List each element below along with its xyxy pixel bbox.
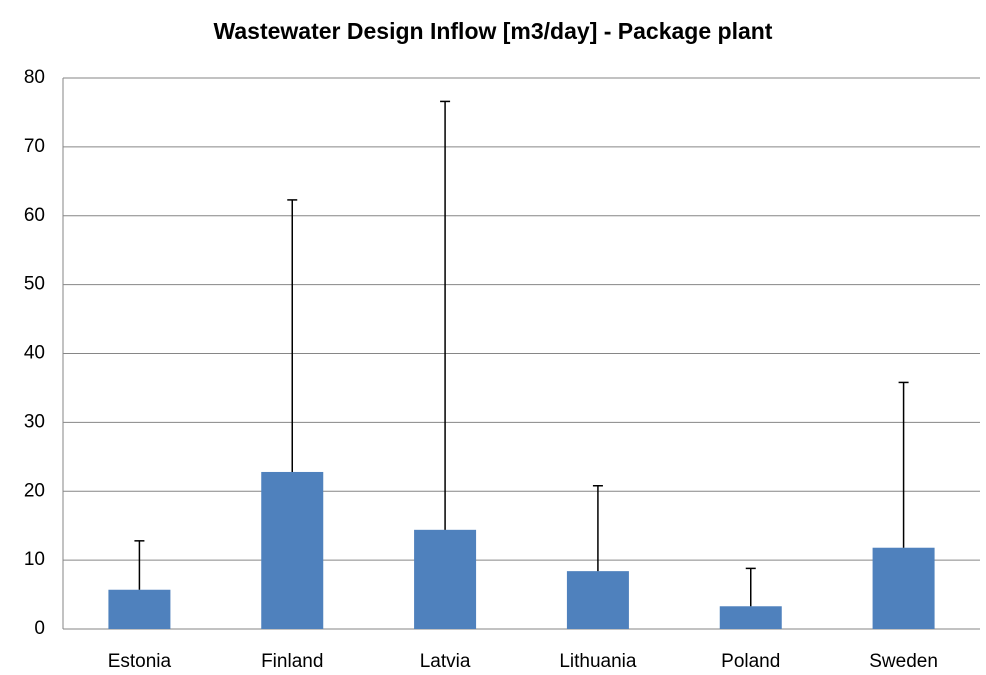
bar bbox=[872, 547, 935, 629]
y-tick-label: 10 bbox=[24, 549, 45, 570]
bar bbox=[108, 589, 171, 629]
y-tick-label: 70 bbox=[24, 136, 45, 157]
x-tick-label: Lithuania bbox=[559, 651, 637, 672]
error-bar bbox=[745, 567, 756, 607]
error-bar bbox=[440, 100, 451, 530]
y-tick-label: 60 bbox=[24, 205, 45, 226]
y-tick-label: 80 bbox=[24, 67, 45, 88]
y-tick-label: 0 bbox=[34, 618, 45, 639]
x-tick-label: Finland bbox=[261, 651, 323, 672]
error-bar bbox=[898, 381, 909, 548]
y-tick-label: 50 bbox=[24, 274, 45, 295]
y-tick-label: 40 bbox=[24, 343, 45, 364]
error-bar bbox=[592, 484, 603, 572]
bar bbox=[414, 529, 477, 629]
y-tick-label: 30 bbox=[24, 411, 45, 432]
x-tick-label: Sweden bbox=[869, 651, 938, 672]
error-bar bbox=[134, 540, 145, 590]
x-tick-label: Estonia bbox=[108, 651, 172, 672]
error-bar bbox=[287, 199, 298, 472]
x-tick-label: Poland bbox=[721, 651, 780, 672]
y-tick-label: 20 bbox=[24, 480, 45, 501]
bar bbox=[719, 606, 782, 629]
x-tick-label: Latvia bbox=[420, 651, 471, 672]
chart-title: Wastewater Design Inflow [m3/day] - Pack… bbox=[214, 18, 773, 44]
bar bbox=[566, 571, 629, 629]
bar bbox=[261, 471, 324, 629]
